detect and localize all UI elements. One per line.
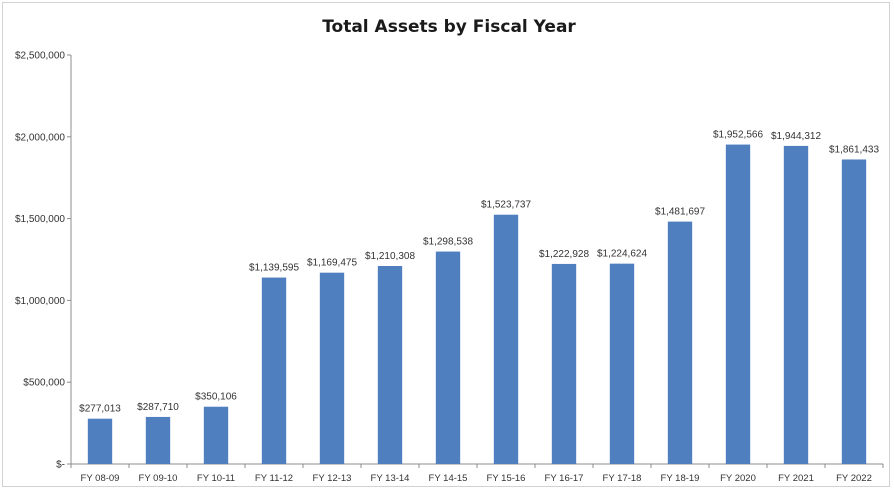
data-label: $1,210,308 — [365, 251, 415, 262]
bar-chart: Total Assets by Fiscal Year $- $500,000 $1… — [15, 17, 884, 484]
data-label: $1,481,697 — [655, 207, 705, 218]
data-label: $277,013 — [79, 404, 121, 415]
bar — [841, 159, 867, 465]
x-tick-label: FY 17-18 — [603, 473, 642, 484]
x-tick-label: FY 09-10 — [139, 473, 178, 484]
bar — [377, 265, 403, 464]
x-tick-label: FY 12-13 — [313, 473, 352, 484]
data-label: $1,298,538 — [423, 237, 473, 248]
bar — [493, 214, 519, 464]
x-tick-label: FY 15-16 — [487, 473, 526, 484]
bar — [667, 221, 693, 464]
x-tick-label: FY 18-19 — [661, 473, 700, 484]
data-label: $1,952,566 — [713, 130, 763, 141]
x-tick-label: FY 16-17 — [545, 473, 584, 484]
x-tick-label: FY 2022 — [836, 473, 872, 484]
bars — [87, 144, 867, 465]
bar — [783, 145, 809, 464]
y-axis: $- $500,000 $1,000,000 $1,500,000 $2,000,000… — [15, 51, 72, 471]
data-label: $1,861,433 — [829, 144, 879, 155]
x-tick-label: FY 2021 — [778, 473, 814, 484]
y-tick-label: $1,000,000 — [15, 296, 65, 307]
bar — [319, 272, 345, 464]
x-tick-label: FY 08-09 — [81, 473, 120, 484]
bar — [261, 277, 287, 464]
y-tick-label: $2,000,000 — [15, 132, 65, 143]
x-tick-label: FY 13-14 — [371, 473, 410, 484]
x-axis: FY 08-09 FY 09-10 FY 10-11 FY 11-12 FY 12-13… — [70, 463, 884, 484]
bar — [435, 251, 461, 464]
data-label: $1,222,928 — [539, 249, 589, 260]
y-tick-label: $1,500,000 — [15, 214, 65, 225]
y-tick-label: $- — [56, 460, 65, 471]
data-label: $1,224,624 — [597, 249, 647, 260]
data-label: $1,169,475 — [307, 258, 357, 269]
y-tick-label: $2,500,000 — [15, 51, 65, 62]
bar — [551, 263, 577, 464]
x-tick-label: FY 14-15 — [429, 473, 468, 484]
bar — [725, 144, 751, 465]
data-label: $287,710 — [137, 402, 179, 413]
x-tick-label: FY 11-12 — [255, 473, 293, 484]
data-label: $1,523,737 — [481, 200, 531, 211]
data-label: $1,944,312 — [771, 131, 821, 142]
bar — [609, 263, 635, 464]
x-tick-label: FY 10-11 — [197, 473, 235, 484]
bar — [87, 418, 113, 464]
x-tick-label: FY 2020 — [720, 473, 756, 484]
data-label: $1,139,595 — [249, 263, 299, 274]
bar — [145, 416, 171, 464]
bar — [203, 406, 229, 464]
data-label: $350,106 — [195, 392, 237, 403]
y-tick-label: $500,000 — [23, 378, 65, 389]
data-labels: $277,013 $287,710 $350,106 $1,139,595 $1,169… — [79, 130, 879, 415]
chart-title: Total Assets by Fiscal Year — [322, 17, 576, 37]
